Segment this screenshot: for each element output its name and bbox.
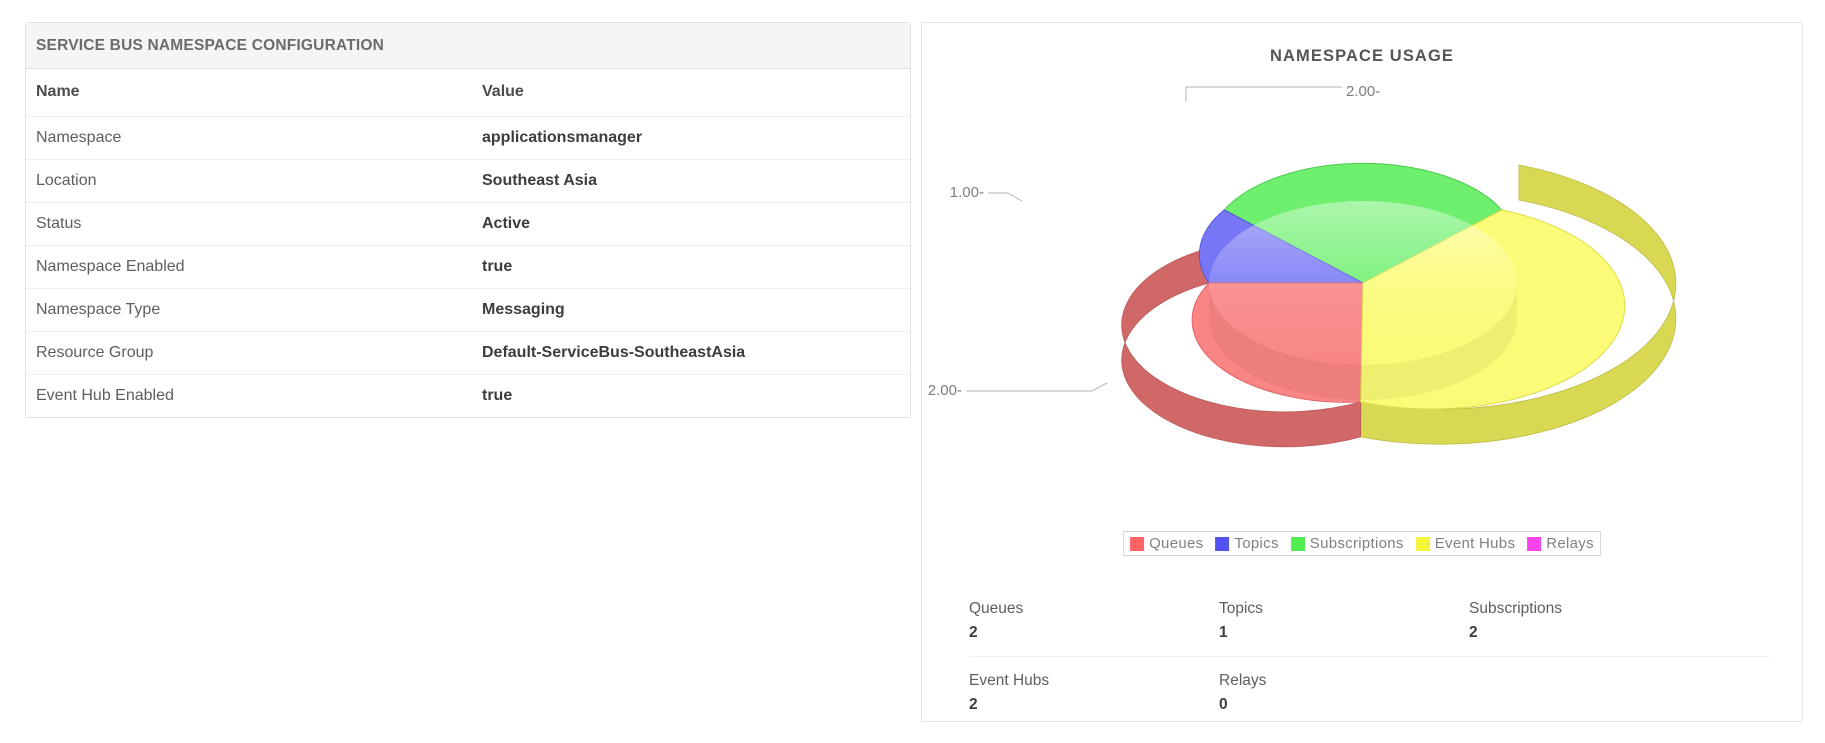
column-header-name: Name [26,69,472,117]
stat-value-queues: 2 [969,624,978,641]
table-row: Namespace applicationsmanager [26,116,910,160]
row-label-event-hub-enabled: Event Hub Enabled [36,386,174,404]
column-header-value: Value [472,69,910,117]
pie-body [1121,162,1677,448]
legend-item-queues[interactable]: Queues [1130,535,1203,552]
stats-row: Event Hubs 2 Relays 0 [969,657,1769,729]
row-label-status: Status [26,202,472,246]
config-table-body: Namespace applicationsmanager Location S… [26,116,910,417]
namespace-usage-stats: Queues 2 Topics 1 Subscriptions 2 Event … [969,585,1769,729]
legend-item-subscriptions[interactable]: Subscriptions [1290,535,1404,552]
stats-row: Queues 2 Topics 1 Subscriptions 2 [969,585,1769,657]
legend-swatch-event-hubs-icon [1415,536,1430,551]
row-value-resource-group: Default-ServiceBus-SoutheastAsia [472,331,910,375]
stat-value-relays: 0 [1219,696,1228,713]
table-row: Resource Group Default-ServiceBus-Southe… [26,331,910,375]
stat-value-subscriptions: 2 [1469,624,1478,641]
service-bus-namespace-configuration-panel: SERVICE BUS NAMESPACE CONFIGURATION Name… [25,22,911,418]
table-row: Location Southeast Asia [26,159,910,203]
config-table-head: Name Value [26,69,910,117]
config-table: Name Value Namespace applicationsmanager… [26,69,910,417]
pie-gloss-overlay [1209,201,1517,365]
row-label-namespace-type: Namespace Type [26,288,472,332]
table-row: Status Active [26,202,910,246]
legend-label-relays: Relays [1546,535,1594,552]
stat-label-topics: Topics [1219,600,1263,617]
row-value-location: Southeast Asia [472,159,910,203]
pie-label-topics: 1.00- [950,184,984,201]
stat-value-event-hubs: 2 [969,696,978,713]
legend-swatch-queues-icon [1130,536,1145,551]
pie-label-subscriptions: 2.00- [1346,83,1380,100]
row-label-resource-group: Resource Group [26,331,472,375]
table-row: Event Hub Enabled true [26,374,910,417]
page-title: SERVICE BUS NAMESPACE CONFIGURATION [36,36,385,54]
stat-subscriptions: Subscriptions 2 [1469,585,1719,656]
legend-item-relays[interactable]: Relays [1527,535,1594,552]
legend-label-topics: Topics [1234,535,1279,552]
stat-label-subscriptions: Subscriptions [1469,600,1563,617]
row-value-namespace-enabled: true [472,245,910,289]
stat-relays: Relays 0 [1219,657,1469,729]
legend-label-subscriptions: Subscriptions [1309,535,1404,552]
legend-item-event-hubs[interactable]: Event Hubs [1415,535,1516,552]
namespace-usage-pie-chart: 2.00- 1.00- 2.00- 2.00- [922,83,1804,483]
legend-label-event-hubs: Event Hubs [1434,535,1516,552]
pie-label-queues: 2.00- [928,382,962,399]
row-label-namespace: Namespace [26,116,472,160]
stat-value-topics: 1 [1219,624,1228,641]
chart-legend: Queues Topics Subscriptions Event Hubs R… [1123,531,1601,556]
legend-swatch-relays-icon [1527,536,1542,551]
stat-label-queues: Queues [969,600,1024,617]
stat-label-relays: Relays [1219,672,1267,689]
row-label-location: Location [26,159,472,203]
stat-queues: Queues 2 [969,585,1219,656]
legend-swatch-subscriptions-icon [1290,536,1305,551]
row-value-event-hub-enabled: true [482,386,513,404]
chart-title: NAMESPACE USAGE [1270,47,1454,65]
stat-event-hubs: Event Hubs 2 [969,657,1219,729]
table-row: Namespace Enabled true [26,245,910,289]
row-value-namespace-type: Messaging [472,288,910,332]
table-row: Namespace Type Messaging [26,288,910,332]
config-panel-header: SERVICE BUS NAMESPACE CONFIGURATION [26,23,910,69]
legend-label-queues: Queues [1149,535,1204,552]
row-value-status: Active [472,202,910,246]
stat-label-event-hubs: Event Hubs [969,672,1050,689]
table-header-row: Name Value [26,69,910,117]
legend-swatch-topics-icon [1215,536,1230,551]
stat-topics: Topics 1 [1219,585,1469,656]
row-value-namespace: applicationsmanager [472,116,910,160]
pie-depth-shade [1209,283,1517,400]
row-label-namespace-enabled: Namespace Enabled [26,245,472,289]
namespace-usage-card: NAMESPACE USAGE 2 [921,22,1803,722]
pie-chart-svg: 2.00- 1.00- 2.00- 2.00- [928,83,1677,448]
legend-item-topics[interactable]: Topics [1215,535,1278,552]
